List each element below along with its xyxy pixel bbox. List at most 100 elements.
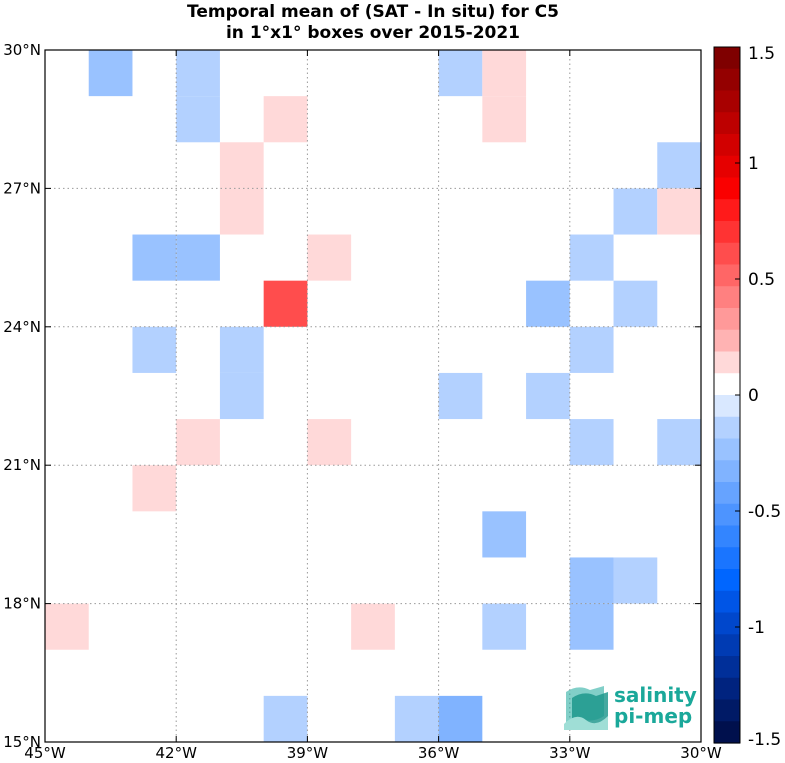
heatmap-cell [569,557,614,604]
heatmap-cell [219,142,264,189]
colorbar-segment [714,721,740,744]
x-tick-label: 45°W [24,744,66,762]
chart-title-line-2: in 1°x1° boxes over 2015-2021 [226,23,520,43]
heatmap-cell [263,96,308,143]
heatmap-cell [263,280,308,327]
colorbar-segment [714,395,740,418]
heatmap-cell [176,50,220,97]
heatmap-cell [613,557,658,604]
colorbar-segment [714,656,740,679]
heatmap-cell [526,372,570,420]
x-tick-label: 36°W [418,744,460,762]
heatmap-cell [438,372,483,420]
colorbar-segment [714,155,740,179]
heatmap-cell [45,603,89,650]
heatmap-cell [351,603,395,650]
heatmap-cell [219,372,264,420]
heatmap-cells [45,50,701,742]
heatmap-cell [657,188,701,235]
heatmap-cell [438,695,483,742]
colorbar-segment [714,90,740,113]
heatmap-cell [482,50,527,97]
heatmap-cell [482,511,527,558]
colorbar-segment [714,329,740,353]
heatmap-cell [482,96,527,143]
colorbar-tick-label: 1 [748,154,759,174]
colorbar-tick-label: 0.5 [748,270,775,290]
colorbar-tick-label: -1.5 [748,730,781,750]
colorbar-segment [714,699,740,722]
heatmap-cell [132,326,177,373]
colorbar: 1.5 1 0.5 0 -0.5 -1 -1.5 [713,44,781,750]
heatmap-cell [219,188,264,235]
heatmap-cell [569,234,614,281]
y-axis-ticks: 15°N 18°N 21°N 24°N 27°N 30°N [3,41,701,751]
logo-text-pimep: pi-mep [614,704,692,728]
heatmap-cell [482,603,527,650]
y-tick-label: 30°N [3,41,41,59]
heatmap-cell [438,50,483,97]
heatmap-cell [132,234,177,281]
y-tick-label: 18°N [3,595,41,613]
colorbar-segment [714,242,740,266]
colorbar-segment [714,308,740,331]
heatmap-cell [569,419,614,466]
colorbar-segment [714,482,740,505]
colorbar-segment [714,416,740,440]
y-tick-label: 27°N [3,179,41,197]
x-tick-label: 42°W [155,744,197,762]
heatmap-cell [219,326,264,373]
plot-frame [44,49,702,743]
heatmap-cell [613,280,658,327]
y-tick-label: 15°N [3,733,41,751]
x-axis-ticks: 45°W 42°W 39°W 36°W 33°W 30°W [24,50,722,762]
colorbar-segment [714,221,740,244]
heatmap-cell [657,142,701,189]
colorbar-tick-label: 0 [748,386,759,406]
colorbar-segment [714,438,740,461]
heatmap-cell [307,419,352,466]
colorbar-segment [714,112,740,135]
logo-text-salinity: salinity [614,683,697,707]
x-tick-label: 30°W [680,744,722,762]
colorbar-segment [714,460,740,483]
colorbar-segment [714,134,740,157]
heatmap-cell [569,326,614,373]
colorbar-segment [714,612,740,635]
colorbar-tick-label: -1 [748,618,765,638]
heatmap-cell [176,234,220,281]
heatmap-cell [132,465,177,512]
colorbar-segment [714,677,740,701]
y-tick-label: 24°N [3,318,41,336]
colorbar-segment [714,525,740,548]
x-tick-label: 33°W [549,744,591,762]
colorbar-segment [714,590,740,614]
heatmap-cell [176,96,220,143]
colorbar-tick-label: 1.5 [748,44,775,64]
colorbar-segment [714,264,740,287]
heatmap-cell [526,280,570,327]
colorbar-segment [714,177,740,200]
salinity-pimep-logo: salinity pi-mep [564,683,697,730]
colorbar-segment [714,547,740,570]
colorbar-segment [714,373,740,396]
chart-title: Temporal mean of (SAT - In situ) for C5i… [187,2,559,43]
colorbar-segment [714,503,740,527]
heatmap-cell [394,695,439,742]
colorbar-segment [714,634,740,657]
colorbar-segment [714,286,740,309]
colorbar-segment [714,351,740,374]
heatmap-cell [613,188,658,235]
colorbar-segment [714,199,740,222]
colorbar-segment [714,47,740,70]
heatmap-cell [657,419,701,466]
heatmap-cell [307,234,352,281]
colorbar-segment [714,68,740,92]
y-tick-label: 21°N [3,456,41,474]
heatmap-cell [569,603,614,650]
wave-logo-icon [564,686,608,730]
gridlines [45,50,701,742]
heatmap-cell [88,50,133,97]
heatmap-cell [263,695,308,742]
